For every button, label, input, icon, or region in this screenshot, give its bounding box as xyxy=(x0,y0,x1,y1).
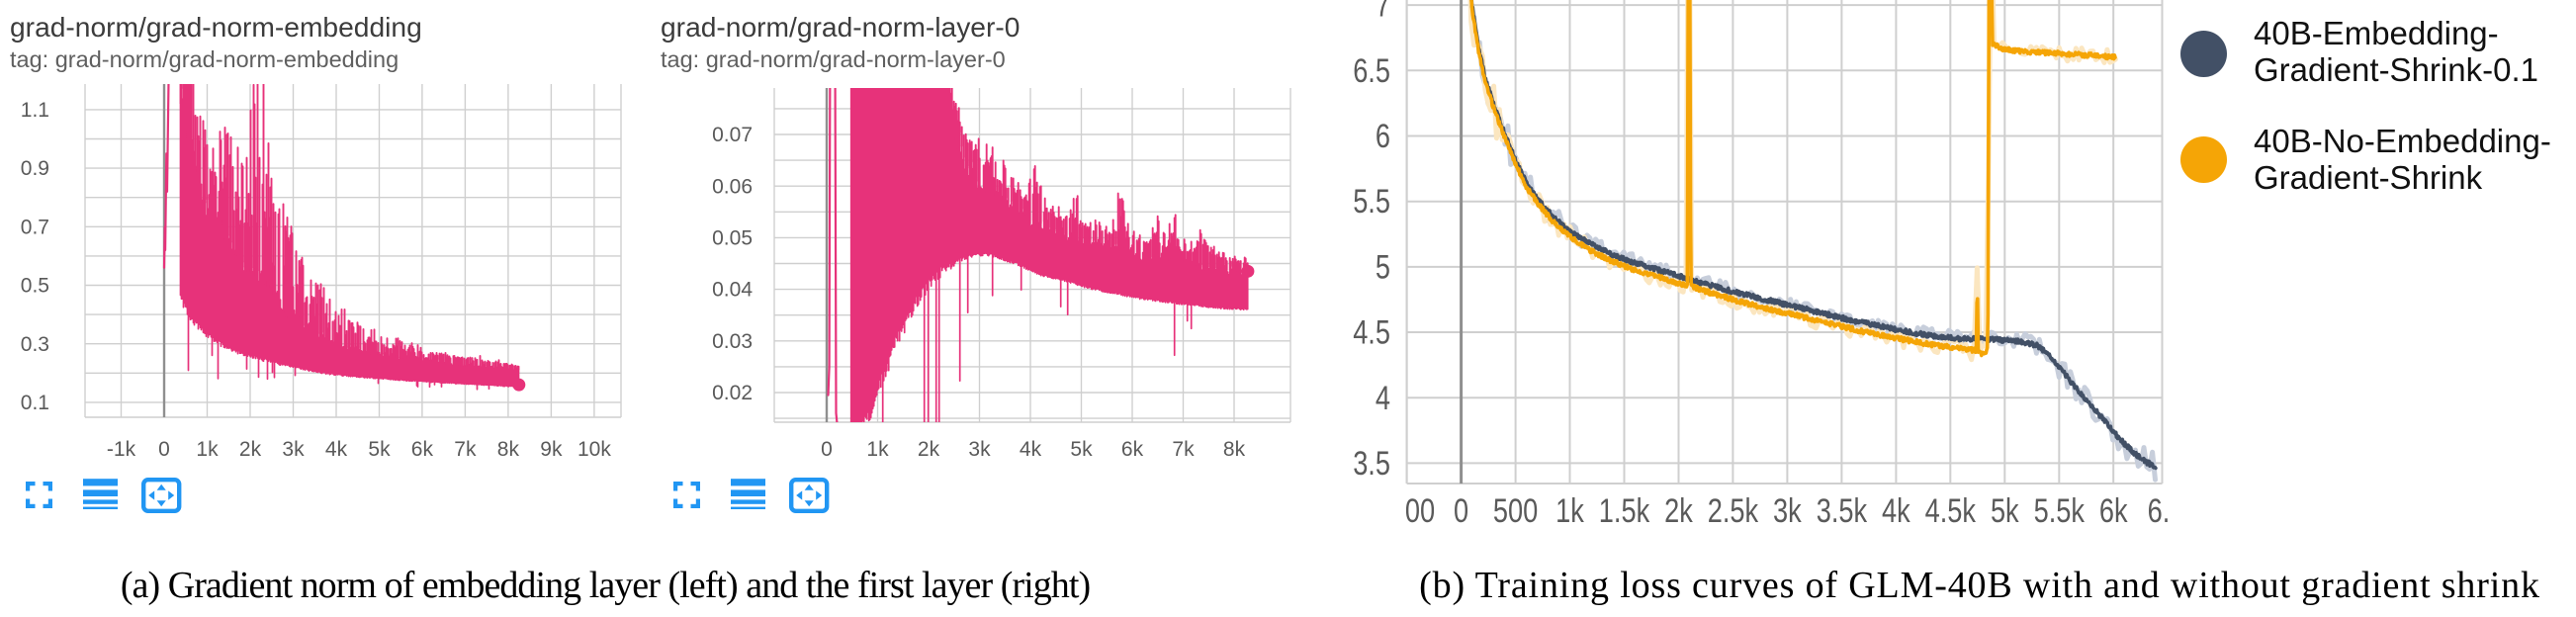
x-tick-label: 6. xyxy=(2148,492,2171,530)
y-tick-label: 5 xyxy=(1376,248,1390,286)
x-tick-label: 4k xyxy=(325,438,348,461)
chart-embedding-toolbar xyxy=(26,478,182,514)
legend-label-line: Gradient-Shrink-0.1 xyxy=(2254,50,2538,88)
x-tick-label: 6k xyxy=(2099,492,2128,530)
axis-tick-labels: 0.1 0.3 0.5 0.7 0.9 1.1 -1k 0 1k 2k 3k 4k 5k 6k 7k 8k 9k… xyxy=(21,99,612,461)
data-series-icon[interactable] xyxy=(83,479,118,509)
series-end-marker xyxy=(1241,264,1255,278)
fit-domain-icon[interactable] xyxy=(788,478,830,514)
y-tick-label: 4.5 xyxy=(1353,314,1390,352)
x-tick-label: 7k xyxy=(454,438,477,461)
x-tick-label: 3k xyxy=(282,438,305,461)
series-line xyxy=(162,84,170,269)
x-tick-label: 1.5k xyxy=(1599,492,1650,530)
y-tick-label: 0.3 xyxy=(21,333,49,356)
x-tick-label: -1k xyxy=(107,438,136,461)
y-tick-label: 1.1 xyxy=(21,99,49,122)
x-tick-label: 3k xyxy=(1773,492,1802,530)
x-tick-label: 8k xyxy=(1223,438,1246,461)
series-end-marker xyxy=(512,378,526,392)
x-tick-label: 00 xyxy=(1405,492,1435,530)
y-tick-label: 6.5 xyxy=(1353,52,1390,90)
series-line xyxy=(179,84,520,373)
y-tick-label: 4 xyxy=(1376,380,1390,417)
x-tick-label: 3k xyxy=(968,438,991,461)
x-tick-label: 5k xyxy=(1991,492,2019,530)
chart-layer0-title: grad-norm/grad-norm-layer-0 xyxy=(661,11,1021,43)
chart-embedding-tag: tag: grad-norm/grad-norm-embedding xyxy=(10,46,400,72)
y-tick-label: 7 xyxy=(1376,0,1390,25)
x-tick-label: 3.5k xyxy=(1817,492,1868,530)
x-tick-label: 9k xyxy=(540,438,563,461)
x-tick-label: 0 xyxy=(1454,492,1468,530)
chart-layer0-toolbar xyxy=(673,478,830,514)
series-line xyxy=(179,87,520,391)
x-tick-label: 1k xyxy=(196,438,219,461)
fullscreen-icon[interactable] xyxy=(673,482,700,508)
y-tick-label: 5.5 xyxy=(1353,183,1390,220)
x-tick-label: 6k xyxy=(1121,438,1144,461)
x-tick-label: 4k xyxy=(1882,492,1910,530)
legend-label-line: Gradient-Shrink xyxy=(2254,158,2483,196)
chart-layer0-plot[interactable]: 0.02 0.03 0.04 0.05 0.06 0.07 0 1k 2k 3k 4k 5k 6k 7k 8… xyxy=(712,0,1291,617)
x-tick-label: 5k xyxy=(368,438,391,461)
series-line xyxy=(1469,0,2117,358)
x-tick-label: 0 xyxy=(158,438,170,461)
caption-a: (a) Gradient norm of embedding layer (le… xyxy=(120,565,1091,606)
y-tick-label: 3.5 xyxy=(1353,445,1390,483)
legend-label-line: 40B-No-Embedding- xyxy=(2254,123,2551,159)
axis-tick-labels: 0.02 0.03 0.04 0.05 0.06 0.07 0 1k 2k 3k 4k 5k 6k 7k 8… xyxy=(712,124,1245,461)
y-tick-label: 6 xyxy=(1376,118,1390,155)
x-tick-label: 4k xyxy=(1020,438,1042,461)
series-line xyxy=(950,88,1249,277)
chart-embedding-title: grad-norm/grad-norm-embedding xyxy=(10,11,422,43)
x-tick-label: 1k xyxy=(1555,492,1584,530)
legend-swatch-no-embedding-shrink xyxy=(2180,136,2227,183)
grid-lines xyxy=(1405,0,2164,485)
caption-b: (b) Training loss curves of GLM-40B with… xyxy=(1419,565,2540,606)
x-tick-label: 2k xyxy=(239,438,262,461)
x-tick-label: 2.5k xyxy=(1708,492,1759,530)
legend-swatch-embedding-shrink xyxy=(2180,31,2227,77)
y-tick-label: 0.9 xyxy=(21,157,49,180)
x-tick-label: 5k xyxy=(1070,438,1093,461)
data-series-icon[interactable] xyxy=(731,479,765,509)
x-tick-label: 0 xyxy=(821,438,833,461)
series-line xyxy=(827,88,839,422)
y-tick-label: 0.1 xyxy=(21,392,49,414)
fit-domain-icon[interactable] xyxy=(140,478,182,514)
y-tick-label: 0.03 xyxy=(712,330,753,353)
series-line xyxy=(1469,0,2158,471)
legend-label-embedding-shrink: 40B-Embedding- Gradient-Shrink-0.1 xyxy=(2254,15,2538,88)
y-tick-label: 0.05 xyxy=(712,227,753,250)
y-tick-label: 0.04 xyxy=(712,279,753,302)
legend-label-no-embedding-shrink: 40B-No-Embedding- Gradient-Shrink xyxy=(2254,123,2551,196)
x-tick-label: 10k xyxy=(577,438,611,461)
x-tick-label: 6k xyxy=(411,438,434,461)
x-tick-label: 5.5k xyxy=(2034,492,2086,530)
x-tick-label: 2k xyxy=(1664,492,1693,530)
chart-layer0-tag: tag: grad-norm/grad-norm-layer-0 xyxy=(661,46,1006,72)
y-tick-label: 0.02 xyxy=(712,382,753,404)
y-tick-label: 0.7 xyxy=(21,216,49,238)
x-tick-label: 8k xyxy=(497,438,520,461)
x-tick-label: 2k xyxy=(918,438,940,461)
y-tick-label: 0.06 xyxy=(712,175,753,198)
fullscreen-icon[interactable] xyxy=(26,482,52,508)
series-line xyxy=(849,88,1249,422)
x-tick-label: 500 xyxy=(1493,492,1538,530)
chart-embedding-plot[interactable]: 0.1 0.3 0.5 0.7 0.9 1.1 -1k 0 1k 2k 3k 4k 5k 6k 7k 8k 9k… xyxy=(21,0,622,461)
x-tick-label: 7k xyxy=(1172,438,1195,461)
legend-label-line: 40B-Embedding- xyxy=(2254,15,2499,51)
y-tick-label: 0.07 xyxy=(712,124,753,146)
y-tick-label: 0.5 xyxy=(21,275,49,298)
x-tick-label: 1k xyxy=(866,438,889,461)
x-tick-label: 4.5k xyxy=(1925,492,1977,530)
